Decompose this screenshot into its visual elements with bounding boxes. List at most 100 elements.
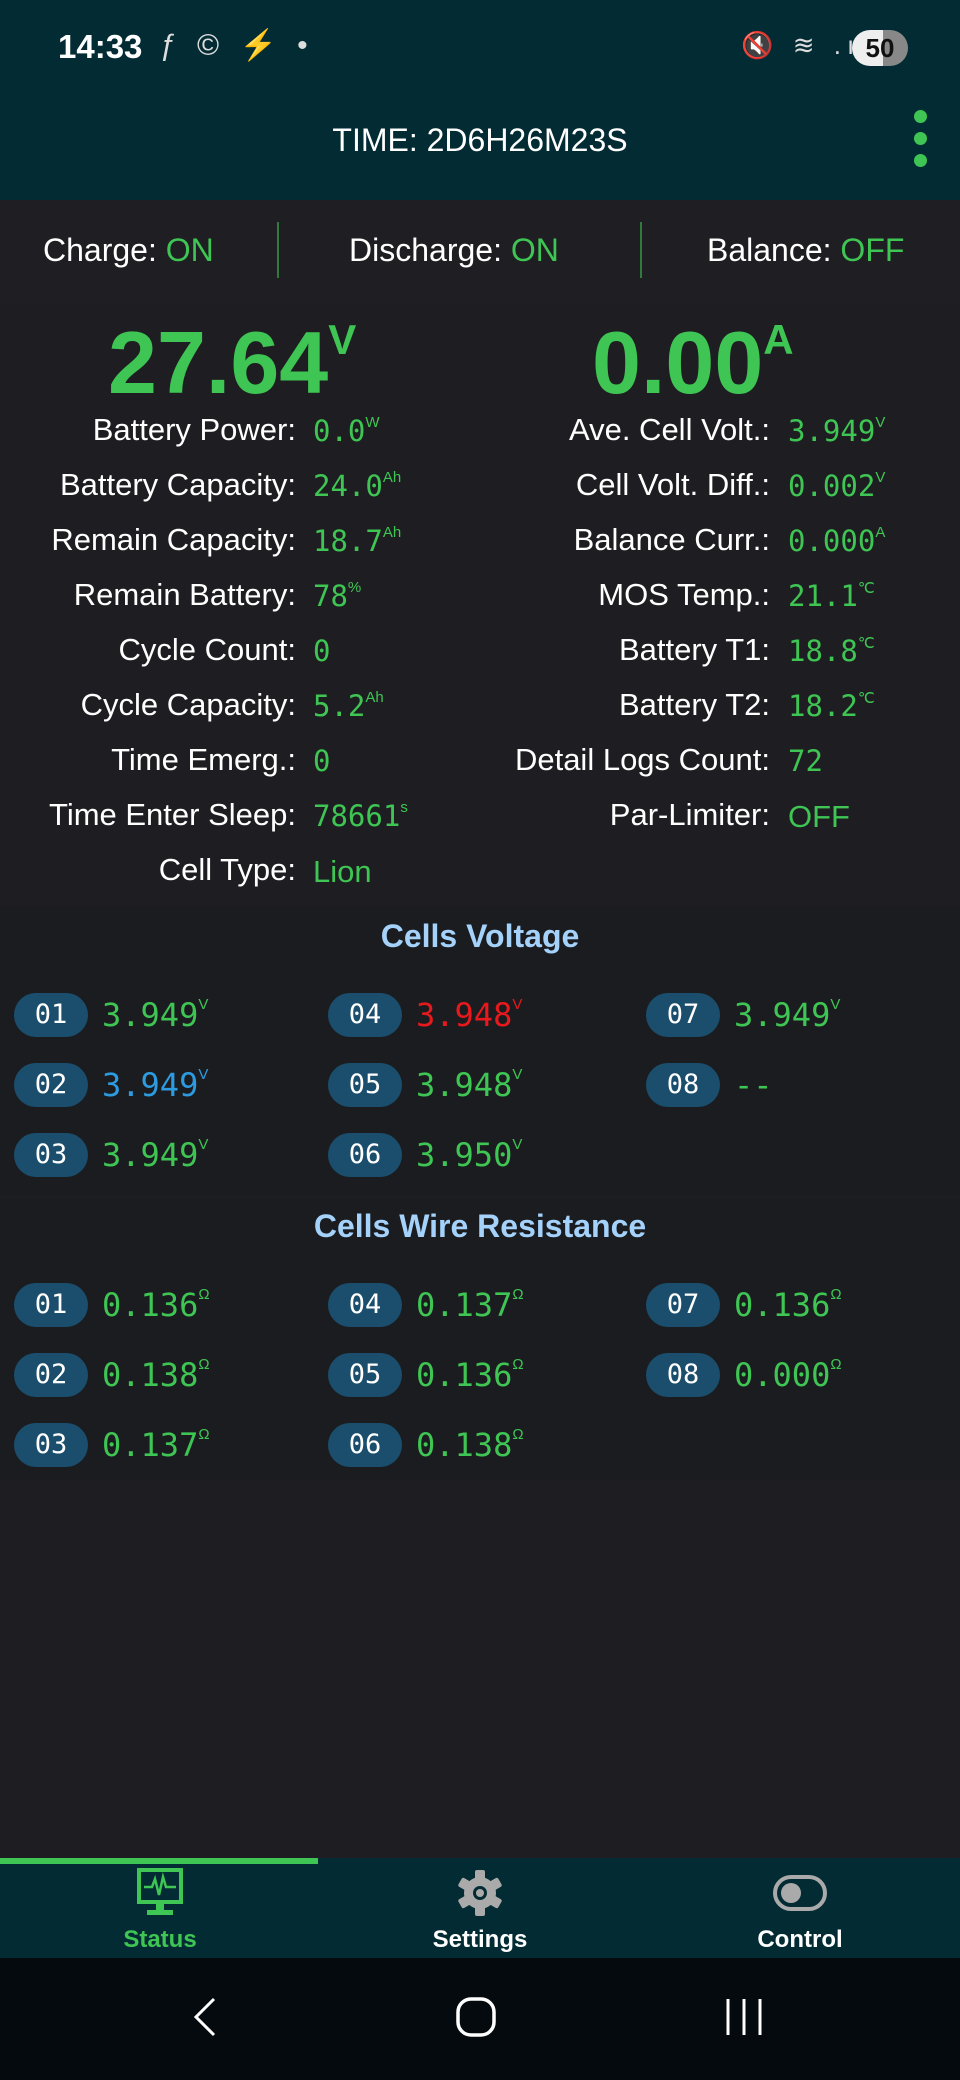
notification-icons: ƒ © ⚡ • — [160, 29, 314, 62]
clock: 14:33 — [58, 28, 143, 65]
cell-number-badge: 05 — [328, 1063, 402, 1107]
tab-settings[interactable]: Settings — [320, 1868, 640, 1954]
cell-value: 0.138Ω — [416, 1426, 524, 1464]
stat-number: 24.0 — [313, 469, 383, 503]
cell-item: 01 3.949V — [14, 993, 208, 1037]
divider — [640, 222, 642, 278]
stat-unit: ℃ — [857, 690, 875, 707]
cell-item: 04 0.137Ω — [328, 1283, 524, 1327]
cell-unit: Ω — [830, 1356, 842, 1373]
cell-value: 0.137Ω — [416, 1286, 524, 1324]
cell-unit: Ω — [830, 1286, 842, 1303]
stat-unit: V — [875, 469, 886, 486]
cell-value: 3.948V — [416, 996, 522, 1034]
divider — [277, 222, 279, 278]
stat-number: 18.2 — [788, 689, 858, 723]
status-bar: 14:33 ƒ © ⚡ • 🔇 ≋ .ıl 50 — [0, 0, 960, 95]
cell-number-badge: 01 — [14, 993, 88, 1037]
cell-value: 0.000Ω — [734, 1356, 842, 1394]
home-icon[interactable] — [455, 1995, 497, 2050]
stat-unit: ℃ — [857, 580, 875, 597]
stat-value: 0.0W — [313, 414, 380, 454]
tab-control[interactable]: Control — [640, 1868, 960, 1954]
cell-item: 02 0.138Ω — [14, 1353, 210, 1397]
cell-number-badge: 03 — [14, 1423, 88, 1467]
cell-unit: V — [198, 996, 209, 1013]
stat-unit: Ah — [382, 524, 402, 541]
cell-number-value: 3.949 — [734, 996, 831, 1034]
stat-label: Ave. Cell Volt.: — [568, 412, 770, 447]
stat-label: Battery Power: — [92, 412, 296, 447]
cell-number-value: 0.136 — [102, 1286, 199, 1324]
total-current: 0.00A — [592, 313, 794, 412]
stat-number: 18.8 — [788, 634, 858, 668]
stat-value: 21.1℃ — [788, 579, 875, 619]
cell-unit: Ω — [512, 1426, 524, 1443]
cell-value: 3.949V — [102, 1066, 208, 1104]
stat-value: 24.0Ah — [313, 469, 401, 509]
stat-value: 18.8℃ — [788, 634, 875, 674]
stat-value: 18.2℃ — [788, 689, 875, 729]
stat-label: Cycle Count: — [118, 632, 296, 667]
stat-number: 0 — [313, 634, 331, 668]
runtime-title: TIME: 2D6H26M23S — [332, 122, 628, 158]
stat-label: Time Emerg.: — [111, 742, 296, 777]
stat-value: 0.000A — [788, 524, 885, 564]
cell-item: 06 3.950V — [328, 1133, 522, 1177]
discharge-status: Discharge: ON — [349, 232, 559, 268]
cell-number-badge: 03 — [14, 1133, 88, 1177]
cell-item: 03 3.949V — [14, 1133, 208, 1177]
stat-number: 78 — [313, 579, 348, 613]
cell-unit: V — [198, 1066, 209, 1083]
stat-number: 21.1 — [788, 579, 858, 613]
stat-value: 18.7Ah — [313, 524, 401, 564]
charge-status: Charge: ON — [43, 232, 214, 268]
cell-unit: V — [198, 1136, 209, 1153]
cell-number-badge: 02 — [14, 1063, 88, 1107]
stat-label: Battery T1: — [618, 632, 770, 667]
cell-number-value: 3.949 — [102, 1136, 199, 1174]
stat-label: MOS Temp.: — [598, 577, 770, 612]
cell-item: 02 3.949V — [14, 1063, 208, 1107]
cell-item: 01 0.136Ω — [14, 1283, 210, 1327]
cell-value: 0.137Ω — [102, 1426, 210, 1464]
cell-number-value: -- — [734, 1066, 773, 1104]
cell-unit: V — [830, 996, 841, 1013]
cell-number-value: 0.136 — [734, 1286, 831, 1324]
cell-value: 3.949V — [102, 996, 208, 1034]
cell-number-value: 0.137 — [102, 1426, 199, 1464]
cell-unit: Ω — [512, 1286, 524, 1303]
cell-value: -- — [734, 1066, 773, 1104]
more-options-icon[interactable] — [914, 110, 928, 176]
stat-number: 78661 — [313, 799, 401, 833]
cell-item: 07 3.949V — [646, 993, 840, 1037]
cell-number-value: 3.948 — [416, 1066, 513, 1104]
recents-icon[interactable] — [722, 1995, 766, 2050]
stat-unit: A — [875, 524, 886, 541]
cell-item: 04 3.948V — [328, 993, 522, 1037]
cells-resistance-title: Cells Wire Resistance — [313, 1208, 647, 1244]
cells-voltage-title: Cells Voltage — [380, 918, 580, 954]
back-icon[interactable] — [190, 1995, 220, 2050]
stat-number: 0.002 — [788, 469, 876, 503]
balance-status: Balance: OFF — [707, 232, 905, 268]
switch-status-row — [0, 200, 960, 305]
cell-value: 3.950V — [416, 1136, 522, 1174]
cell-item: 05 0.136Ω — [328, 1353, 524, 1397]
cell-value: 0.136Ω — [102, 1286, 210, 1324]
cell-value: 3.949V — [102, 1136, 208, 1174]
cell-number-badge: 02 — [14, 1353, 88, 1397]
mute-wifi-signal-icons: 🔇 ≋ .ıl — [741, 30, 872, 60]
cell-unit: V — [512, 1136, 523, 1153]
tab-status[interactable]: Status — [0, 1868, 320, 1954]
stat-unit: V — [875, 414, 886, 431]
cells-resistance-panel — [0, 1198, 960, 1480]
cell-unit: Ω — [512, 1356, 524, 1373]
stat-label: Detail Logs Count: — [514, 742, 770, 777]
stat-number: 0.0 — [313, 414, 366, 448]
stat-number: 3.949 — [788, 414, 876, 448]
battery-indicator: 50 — [852, 30, 908, 66]
cell-number-badge: 08 — [646, 1063, 720, 1107]
total-voltage: 27.64V — [108, 313, 357, 412]
cell-number-badge: 06 — [328, 1423, 402, 1467]
